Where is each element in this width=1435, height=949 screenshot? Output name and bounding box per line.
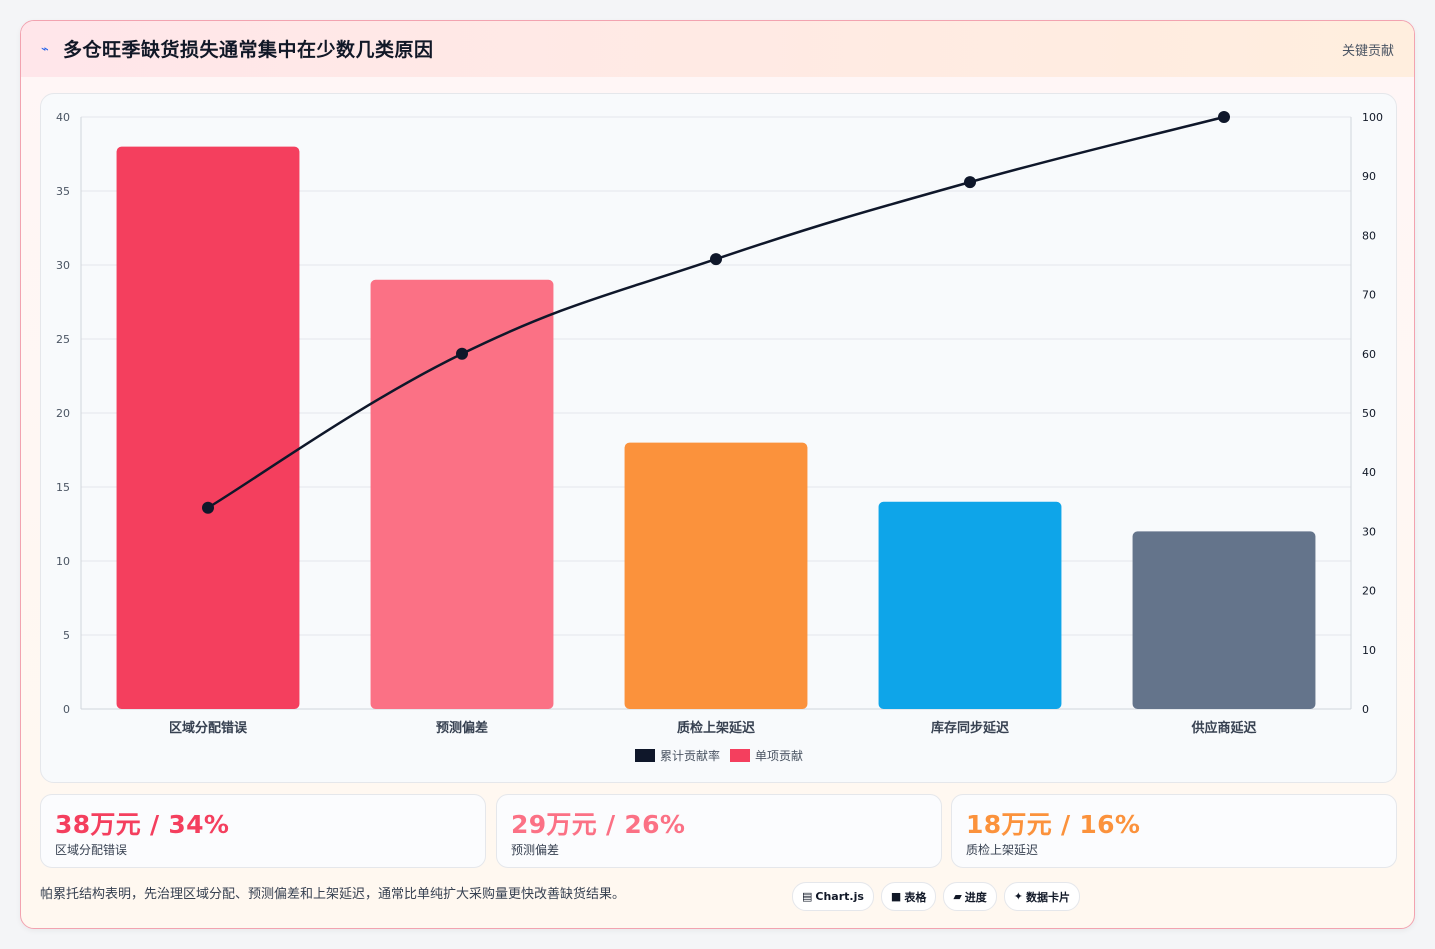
- y-left-tick-label: 5: [63, 629, 70, 642]
- kpi-value: 38万元 / 34%: [55, 810, 230, 839]
- x-tick-label: 供应商延迟: [1190, 720, 1256, 736]
- y-right-tick-label: 0: [1362, 703, 1369, 716]
- y-left-tick-label: 20: [56, 407, 70, 420]
- y-right-tick-label: 50: [1362, 407, 1376, 420]
- cumulative-point: [1218, 111, 1230, 123]
- y-right-tick-label: 70: [1362, 289, 1376, 302]
- y-right-tick-label: 90: [1362, 170, 1376, 183]
- pareto-chart: 0 5 10 15 20 25 30 35 40 0 10 20 30 40 50 60 70 80 90 100 区域…: [40, 93, 1397, 783]
- pill-data-card[interactable]: ✦ 数据卡片: [1003, 882, 1081, 911]
- y-right-tick-label: 10: [1362, 644, 1376, 657]
- pill-label: 进度: [964, 890, 987, 904]
- pill-label: 数据卡片: [1026, 890, 1071, 904]
- legend-label: 累计贡献率: [660, 748, 720, 763]
- y-right-tick-label: 40: [1362, 466, 1376, 479]
- kpi-card-2: 29万元 / 26% 预测偏差: [496, 794, 942, 868]
- y-left-tick-label: 0: [63, 703, 70, 716]
- bar: [878, 501, 1062, 709]
- pill-chartjs[interactable]: ▤ Chart.js: [792, 882, 874, 911]
- x-tick-label: 预测偏差: [436, 720, 488, 736]
- bar: [116, 146, 300, 710]
- chart-svg: 0 5 10 15 20 25 30 35 40 0 10 20 30 40 50 60 70 80 90 100 区域…: [56, 111, 1383, 763]
- kpi-label: 预测偏差: [511, 843, 560, 857]
- cumulative-point: [202, 501, 214, 514]
- chart-icon: ▤: [802, 890, 813, 903]
- bar: [1132, 531, 1316, 709]
- y-left-tick-label: 35: [56, 185, 70, 198]
- y-right-tick-label: 100: [1362, 111, 1383, 124]
- y-left-tick-label: 10: [56, 555, 70, 568]
- x-tick-label: 质检上架延迟: [677, 720, 755, 736]
- kpi-card-3: 18万元 / 16% 质检上架延迟: [951, 794, 1397, 868]
- pill-progress[interactable]: ▰ 进度: [943, 882, 997, 911]
- legend-swatch: [730, 749, 750, 762]
- kpi-label: 质检上架延迟: [966, 843, 1039, 857]
- y-right-tick-label: 20: [1362, 585, 1376, 598]
- dashboard-card: ⌁ 多仓旺季缺货损失通常集中在少数几类原因 关键贡献 0 5 10 15 20 25 30 3…: [20, 20, 1415, 929]
- y-left-tick-label: 30: [56, 259, 70, 272]
- legend-label: 单项贡献: [755, 748, 803, 763]
- card-header: ⌁ 多仓旺季缺货损失通常集中在少数几类原因 关键贡献: [21, 21, 1414, 77]
- y-left-tick-label: 25: [56, 333, 70, 346]
- x-tick-label: 库存同步延迟: [931, 720, 1009, 736]
- y-right-tick-label: 60: [1362, 348, 1376, 361]
- y-left-tick-label: 15: [56, 481, 70, 494]
- kpi-label: 区域分配错误: [55, 843, 128, 857]
- header-tag: 关键贡献: [1341, 44, 1394, 59]
- pill-label: 表格: [904, 890, 927, 904]
- card-title: 多仓旺季缺货损失通常集中在少数几类原因: [63, 39, 434, 61]
- cumulative-point: [456, 347, 468, 360]
- lightning-icon: ⌁: [41, 42, 49, 57]
- cumulative-point: [710, 253, 722, 266]
- tech-pills: ▤ Chart.js ■ 表格 ▰ 进度 ✦ 数据卡片: [792, 882, 1081, 911]
- bar: [624, 442, 808, 709]
- kpi-value: 29万元 / 26%: [511, 810, 686, 839]
- sparkle-icon: ✦: [1013, 890, 1024, 903]
- x-tick-label: 区域分配错误: [169, 720, 248, 736]
- cumulative-point: [964, 176, 976, 189]
- progress-icon: ▰: [953, 890, 962, 903]
- kpi-value: 18万元 / 16%: [966, 810, 1141, 839]
- pill-label: Chart.js: [815, 890, 864, 903]
- pill-table[interactable]: ■ 表格: [880, 882, 937, 911]
- insight-text: 帕累托结构表明，先治理区域分配、预测偏差和上架延迟，通常比单纯扩大采购量更快改善…: [40, 887, 626, 902]
- y-right-tick-label: 80: [1362, 229, 1376, 242]
- kpi-card-1: 38万元 / 34% 区域分配错误: [40, 794, 486, 868]
- y-left-tick-label: 40: [56, 111, 70, 124]
- table-icon: ■: [890, 890, 902, 903]
- y-right-tick-label: 30: [1362, 525, 1376, 538]
- legend-swatch: [635, 749, 655, 762]
- bar: [370, 279, 554, 709]
